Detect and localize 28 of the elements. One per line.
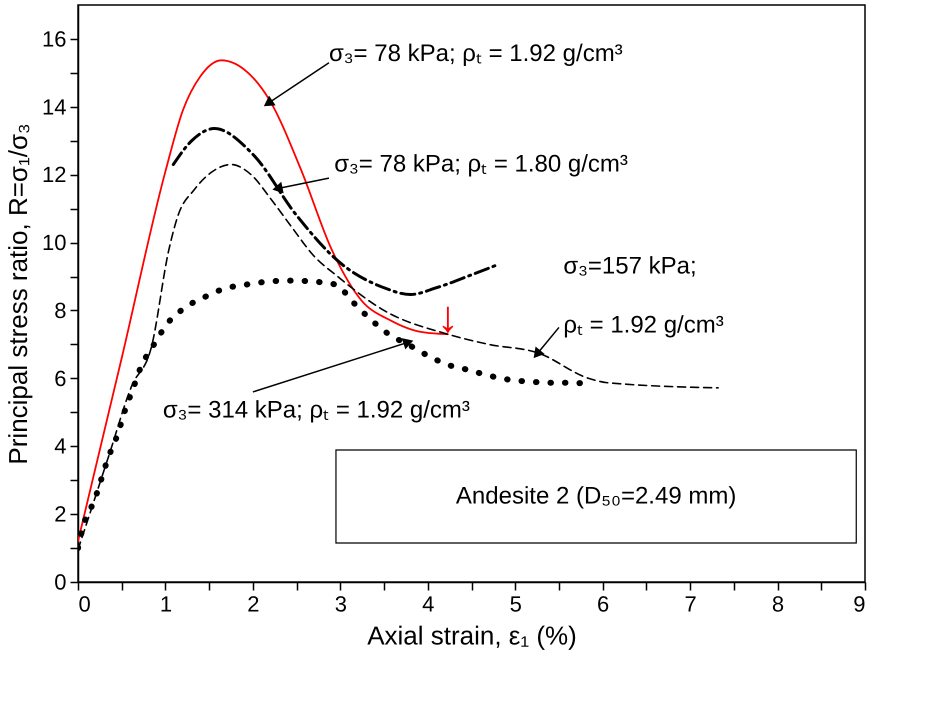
x-tick-label: 4 xyxy=(422,592,434,616)
x-tick-label: 9 xyxy=(853,592,866,616)
annotation: σ₃= 78 kPa; ρₜ = 1.92 g/cm³ xyxy=(328,40,623,68)
annotation: ↓ xyxy=(436,292,459,342)
y-axis-title: Principal stress ratio, R=σ₁/σ₃ xyxy=(3,123,34,465)
x-tick-label: 1 xyxy=(160,592,172,616)
y-tick-label: 6 xyxy=(54,366,66,391)
y-tick-label: 12 xyxy=(42,162,66,188)
annotation: σ₃=157 kPa; xyxy=(563,252,697,280)
y-tick-label: 4 xyxy=(54,434,66,459)
x-tick-label: 3 xyxy=(334,592,347,616)
x-tick-label: 0 xyxy=(78,592,91,616)
y-tick-label: 8 xyxy=(54,298,66,323)
x-tick-label: 8 xyxy=(772,592,784,616)
x-tick-label: 5 xyxy=(510,592,522,616)
y-tick-label: 10 xyxy=(42,230,66,256)
x-tick-label: 6 xyxy=(597,592,610,616)
y-tick-label: 0 xyxy=(54,570,66,594)
y-tick-label: 2 xyxy=(54,502,66,527)
y-tick-label: 14 xyxy=(42,94,66,120)
annotation: σ₃= 314 kPa; ρₜ = 1.92 g/cm³ xyxy=(162,396,470,424)
x-axis-title: Axial strain, ε₁ (%) xyxy=(367,620,577,650)
x-tick-label: 2 xyxy=(247,592,260,616)
y-tick-label: 16 xyxy=(42,26,66,52)
x-tick-label: 7 xyxy=(684,592,697,616)
annotation: σ₃= 78 kPa; ρₜ = 1.80 g/cm³ xyxy=(334,150,628,178)
annotation: ρₜ = 1.92 g/cm³ xyxy=(563,312,724,339)
annotation: Andesite 2 (D₅₀=2.49 mm) xyxy=(456,482,736,510)
